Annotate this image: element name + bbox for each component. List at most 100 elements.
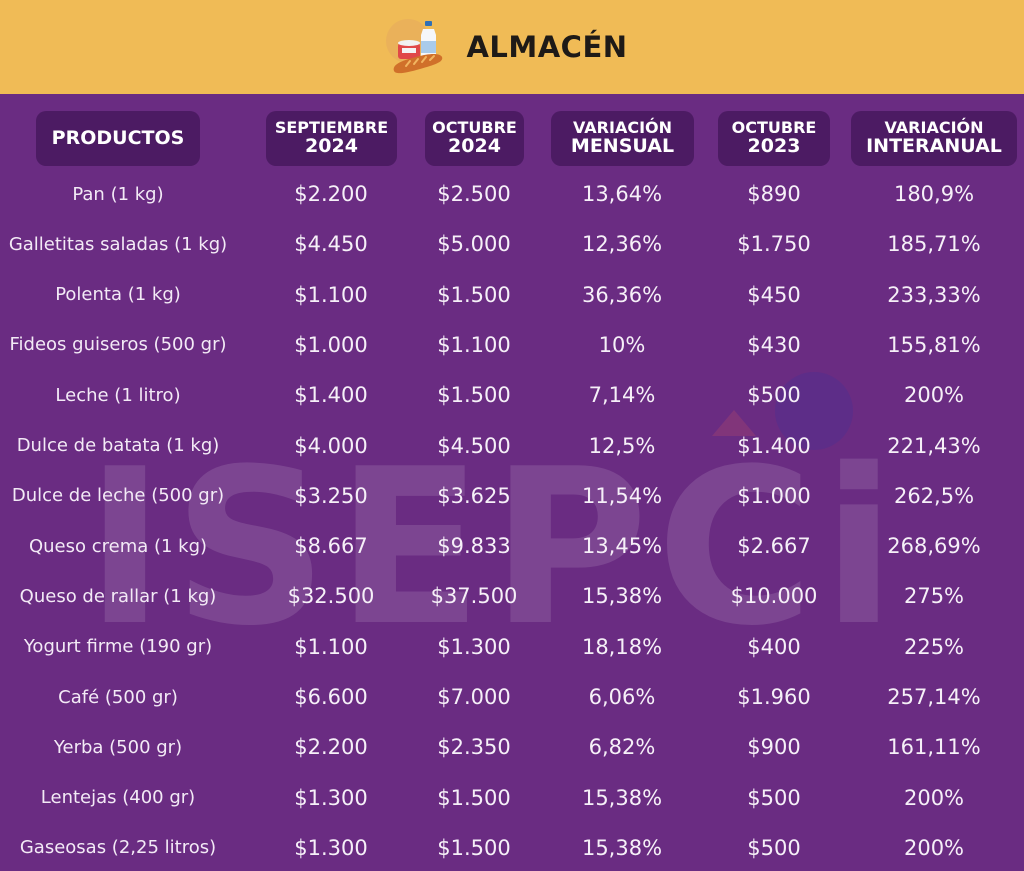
price-oct-2024: $4.500 (437, 433, 511, 458)
product-name: Yerba (500 gr) (53, 736, 183, 758)
monthly-variation: 36,36% (581, 282, 663, 307)
column-header-productos: PRODUCTOS (36, 111, 200, 166)
price-oct-2024: $37.500 (430, 584, 518, 609)
yearly-variation: 262,5% (893, 483, 975, 508)
table-row: Galletitas saladas (1 kg) $4.450 $5.000 12,… (0, 219, 1024, 269)
table-row: Dulce de batata (1 kg) $4.000 $4.500 12,5% $… (0, 421, 1024, 471)
table-row: Yerba (500 gr) $2.200 $2.350 6,82% $900 161,1… (0, 722, 1024, 772)
monthly-variation: 13,45% (581, 534, 663, 559)
yearly-variation: 233,33% (887, 282, 981, 307)
table-row: Polenta (1 kg) $1.100 $1.500 36,36% $450 233,… (0, 270, 1024, 320)
price-sep-2024: $1.300 (294, 785, 368, 810)
price-oct-2024: $1.500 (437, 282, 511, 307)
price-oct-2023: $500 (747, 785, 801, 810)
monthly-variation: 7,14% (588, 383, 656, 408)
price-sep-2024: $1.100 (294, 282, 368, 307)
monthly-variation: 15,38% (581, 835, 663, 860)
column-header-label: PRODUCTOS (51, 126, 185, 149)
price-oct-2024: $1.300 (437, 634, 511, 659)
price-sep-2024: $3.250 (294, 483, 368, 508)
product-name: Yogurt firme (190 gr) (23, 636, 213, 658)
product-name: Dulce de batata (1 kg) (16, 435, 220, 456)
monthly-variation: 6,06% (588, 685, 656, 709)
price-oct-2023: $900 (747, 735, 801, 760)
price-oct-2023: $10.000 (730, 584, 818, 609)
yearly-variation: 225% (903, 634, 965, 659)
product-name: Fideos guiseros (500 gr) (9, 334, 227, 356)
product-name: Lentejas (400 gr) (40, 787, 196, 809)
monthly-variation: 18,18% (581, 634, 663, 659)
yearly-variation: 200% (903, 383, 965, 408)
column-header-label: OCTUBRE (731, 118, 817, 138)
product-name: Queso de rallar (1 kg) (19, 585, 217, 607)
watermark-dot (775, 372, 853, 450)
price-sep-2024: $1.000 (294, 332, 368, 357)
monthly-variation: 12,5% (588, 433, 656, 458)
watermark-accent (712, 410, 756, 436)
price-sep-2024: $32.500 (287, 584, 375, 609)
price-oct-2024: $7.000 (437, 685, 511, 709)
price-oct-2024: $1.100 (437, 332, 511, 357)
column-header-septiembre-2024: SEPTIEMBRE 2024 (266, 111, 397, 166)
price-oct-2023: $430 (747, 332, 801, 357)
column-header-label: VARIACIÓN (572, 118, 673, 138)
product-name: Dulce de leche (500 gr) (11, 485, 225, 507)
table-row: Queso crema (1 kg) $8.667 $9.833 13,45% $2.6… (0, 521, 1024, 571)
product-name: Café (500 gr) (58, 686, 178, 708)
price-oct-2023: $500 (747, 835, 801, 860)
price-oct-2023: $890 (747, 182, 801, 206)
table-row: Lentejas (400 gr) $1.300 $1.500 15,38% $500 2… (0, 773, 1024, 823)
table-row: Café (500 gr) $6.600 $7.000 6,06% $1.960 257,… (0, 672, 1024, 722)
monthly-variation: 10% (598, 332, 646, 357)
product-name: Pan (1 kg) (72, 183, 164, 205)
table-row: Leche (1 litro) $1.400 $1.500 7,14% $500 200% (0, 370, 1024, 420)
product-name: Gaseosas (2,25 litros) (19, 837, 217, 859)
price-oct-2023: $1.960 (737, 685, 811, 709)
monthly-variation: 13,64% (581, 182, 663, 206)
column-header-variacion-interanual: VARIACIÓN INTERANUAL (851, 111, 1017, 166)
table-row: Dulce de leche (500 gr) $3.250 $3.625 11,54… (0, 471, 1024, 521)
column-header-label: OCTUBRE (432, 118, 517, 138)
table-row: Yogurt firme (190 gr) $1.100 $1.300 18,18% $… (0, 622, 1024, 672)
table-row: Fideos guiseros (500 gr) $1.000 $1.100 10% $… (0, 320, 1024, 370)
yearly-variation: 200% (903, 785, 965, 810)
monthly-variation: 15,38% (581, 584, 663, 609)
price-oct-2024: $1.500 (437, 835, 511, 860)
price-oct-2023: $1.000 (737, 483, 811, 508)
price-sep-2024: $2.200 (294, 182, 368, 206)
price-oct-2023: $450 (747, 282, 801, 307)
yearly-variation: 257,14% (887, 685, 981, 709)
yearly-variation: 221,43% (887, 433, 981, 458)
price-sep-2024: $4.000 (294, 433, 368, 458)
page-title: ALMACÉN (466, 30, 628, 64)
yearly-variation: 200% (903, 835, 965, 860)
price-sep-2024: $6.600 (294, 685, 368, 709)
column-header-sublabel: 2023 (747, 134, 801, 157)
column-header-label: SEPTIEMBRE (274, 118, 389, 138)
price-oct-2023: $500 (747, 383, 801, 408)
price-sep-2024: $1.400 (294, 383, 368, 408)
column-header-sublabel: 2024 (305, 134, 358, 157)
product-name: Leche (1 litro) (55, 384, 181, 406)
column-header-octubre-2023: OCTUBRE 2023 (718, 111, 830, 166)
price-oct-2024: $1.500 (437, 785, 511, 810)
table-row: Pan (1 kg) $2.200 $2.500 13,64% $890 180,9% (0, 169, 1024, 219)
product-name: Polenta (1 kg) (55, 284, 181, 306)
yearly-variation: 185,71% (887, 232, 981, 257)
column-header-variacion-mensual: VARIACIÓN MENSUAL (551, 111, 694, 166)
price-oct-2024: $9.833 (437, 534, 511, 559)
yearly-variation: 268,69% (887, 534, 981, 559)
column-header-sublabel: MENSUAL (570, 134, 675, 157)
table-row: Queso de rallar (1 kg) $32.500 $37.500 15,3… (0, 571, 1024, 621)
monthly-variation: 6,82% (588, 735, 656, 760)
price-oct-2024: $1.500 (437, 383, 511, 408)
table-row: Gaseosas (2,25 litros) $1.300 $1.500 15,38%… (0, 823, 1024, 871)
price-sep-2024: $4.450 (294, 232, 368, 257)
monthly-variation: 12,36% (581, 232, 663, 257)
price-oct-2024: $5.000 (437, 232, 511, 257)
price-sep-2024: $1.100 (294, 634, 368, 659)
yearly-variation: 161,11% (887, 735, 981, 760)
price-oct-2023: $400 (747, 634, 801, 659)
price-oct-2023: $1.750 (737, 232, 811, 257)
header-content: ALMACÉN (386, 15, 627, 79)
